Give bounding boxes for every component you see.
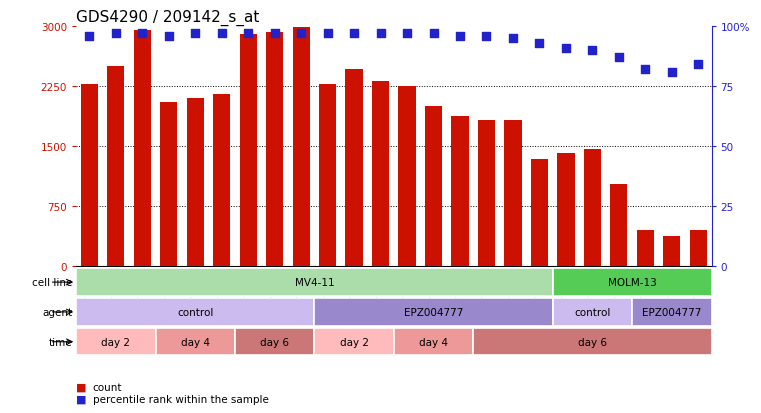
- Bar: [552, 299, 632, 326]
- Point: [507, 36, 519, 42]
- Text: day 2: day 2: [339, 337, 368, 347]
- Bar: [266, 33, 283, 266]
- Bar: [76, 269, 552, 296]
- Point: [586, 47, 598, 54]
- Text: count: count: [93, 382, 123, 392]
- Bar: [531, 159, 548, 266]
- Bar: [557, 154, 575, 266]
- Point: [215, 31, 228, 37]
- Bar: [610, 184, 628, 266]
- Point: [480, 33, 492, 40]
- Text: MV4-11: MV4-11: [295, 278, 334, 287]
- Text: MOLM-13: MOLM-13: [608, 278, 657, 287]
- Bar: [76, 299, 314, 326]
- Point: [639, 66, 651, 73]
- Text: ■: ■: [76, 394, 87, 404]
- Point: [189, 31, 202, 37]
- Bar: [134, 31, 151, 266]
- Point: [533, 40, 546, 47]
- Text: control: control: [177, 307, 213, 317]
- Text: cell line: cell line: [32, 278, 72, 287]
- Bar: [478, 120, 495, 266]
- Bar: [473, 328, 712, 356]
- Point: [374, 31, 387, 37]
- Bar: [372, 82, 389, 266]
- Bar: [235, 328, 314, 356]
- Point: [242, 31, 254, 37]
- Bar: [425, 107, 442, 266]
- Text: time: time: [49, 337, 72, 347]
- Bar: [213, 95, 231, 266]
- Point: [322, 31, 334, 37]
- Text: EPZ004777: EPZ004777: [642, 307, 702, 317]
- Bar: [107, 67, 124, 266]
- Point: [269, 31, 281, 37]
- Point: [428, 31, 440, 37]
- Point: [613, 55, 625, 61]
- Bar: [76, 328, 155, 356]
- Text: day 4: day 4: [419, 337, 448, 347]
- Bar: [345, 70, 363, 266]
- Bar: [155, 328, 235, 356]
- Point: [560, 45, 572, 52]
- Bar: [399, 87, 416, 266]
- Point: [666, 69, 678, 76]
- Point: [693, 62, 705, 69]
- Text: agent: agent: [42, 307, 72, 317]
- Text: day 2: day 2: [101, 337, 130, 347]
- Text: ■: ■: [76, 382, 87, 392]
- Text: day 6: day 6: [578, 337, 607, 347]
- Point: [110, 31, 122, 37]
- Bar: [240, 35, 256, 266]
- Bar: [314, 299, 552, 326]
- Bar: [689, 230, 707, 266]
- Point: [136, 31, 148, 37]
- Point: [348, 31, 360, 37]
- Point: [83, 33, 95, 40]
- Text: GDS4290 / 209142_s_at: GDS4290 / 209142_s_at: [76, 9, 260, 26]
- Text: day 6: day 6: [260, 337, 289, 347]
- Bar: [314, 328, 394, 356]
- Bar: [664, 237, 680, 266]
- Text: EPZ004777: EPZ004777: [404, 307, 463, 317]
- Bar: [584, 150, 601, 266]
- Text: percentile rank within the sample: percentile rank within the sample: [93, 394, 269, 404]
- Bar: [160, 103, 177, 266]
- Point: [401, 31, 413, 37]
- Bar: [81, 85, 98, 266]
- Bar: [505, 121, 521, 266]
- Bar: [319, 84, 336, 266]
- Bar: [292, 28, 310, 266]
- Bar: [186, 99, 204, 266]
- Bar: [632, 299, 712, 326]
- Point: [454, 33, 466, 40]
- Point: [163, 33, 175, 40]
- Point: [295, 31, 307, 37]
- Text: day 4: day 4: [181, 337, 210, 347]
- Bar: [451, 116, 469, 266]
- Bar: [394, 328, 473, 356]
- Bar: [552, 269, 712, 296]
- Bar: [637, 230, 654, 266]
- Text: control: control: [575, 307, 610, 317]
